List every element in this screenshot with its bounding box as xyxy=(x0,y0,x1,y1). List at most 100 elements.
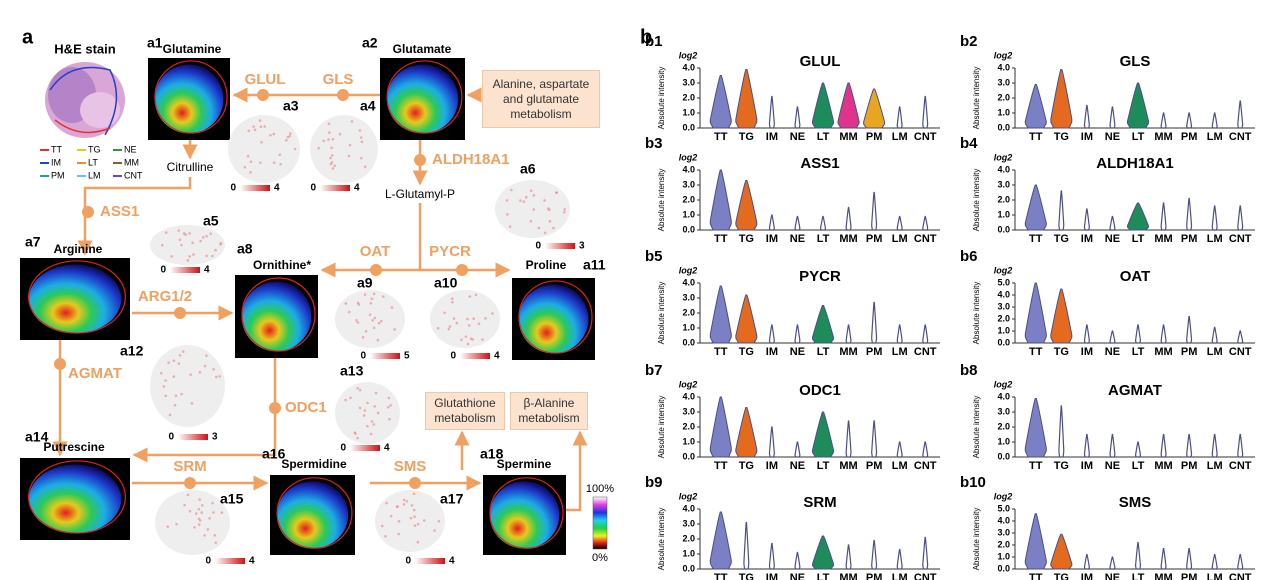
legend-label: CNT xyxy=(124,170,143,180)
expression-dot xyxy=(200,511,204,514)
scale-min: 0 xyxy=(310,183,316,194)
enzyme-node xyxy=(54,358,66,370)
colorbar xyxy=(592,496,608,550)
violin xyxy=(1083,104,1090,129)
map-id: a3 xyxy=(283,98,299,114)
chart-title: ASS1 xyxy=(800,155,839,172)
expression-dot xyxy=(413,524,417,527)
y-tick-label: 0.0 xyxy=(682,563,695,573)
x-tick-label: LT xyxy=(1132,131,1145,143)
expression-dot xyxy=(347,154,351,158)
violin xyxy=(1109,556,1116,570)
expression-dot xyxy=(369,302,373,305)
y-tick-label: 3.0 xyxy=(682,292,695,302)
x-tick-label: MM xyxy=(1154,131,1172,143)
expression-dot xyxy=(376,338,380,342)
expression-dot xyxy=(402,498,406,502)
expression-dot xyxy=(510,188,513,192)
enzyme-node xyxy=(337,89,349,101)
scale-bar xyxy=(460,353,490,359)
y-unit: log2 xyxy=(679,50,698,60)
expression-dot xyxy=(168,413,172,417)
expression-dot xyxy=(543,199,546,202)
violin xyxy=(1126,202,1150,231)
x-tick-label: NE xyxy=(1105,460,1120,472)
y-tick-label: 2.0 xyxy=(997,539,1010,549)
expression-dot xyxy=(363,409,367,412)
intermediate: L-Glutamyl-P xyxy=(385,187,455,201)
expression-dot xyxy=(197,507,201,511)
expression-dot xyxy=(344,302,348,305)
enzyme-node xyxy=(414,154,426,166)
violin xyxy=(1109,433,1116,458)
enzyme-name: GLS xyxy=(323,71,354,88)
x-tick-label: TT xyxy=(1029,572,1043,580)
y-tick-label: 4.0 xyxy=(682,391,695,401)
expression-dot xyxy=(552,226,555,230)
y-tick-label: 0.0 xyxy=(997,122,1010,132)
enzyme-name: SMS xyxy=(394,458,427,475)
scale-bar xyxy=(240,185,270,191)
map-id: a13 xyxy=(340,363,364,379)
x-tick-label: IM xyxy=(1081,346,1093,358)
expression-dot xyxy=(450,297,454,300)
y-tick-label: 0.0 xyxy=(997,563,1010,573)
violin xyxy=(1058,190,1065,231)
metabolite-name: Glutamate xyxy=(393,42,452,56)
expression-dot xyxy=(214,375,218,379)
chart-title: ALDH18A1 xyxy=(1096,155,1174,172)
expression-dot xyxy=(433,529,436,532)
tissue-outline xyxy=(27,460,127,534)
violin xyxy=(794,441,801,458)
x-tick-label: IM xyxy=(1081,460,1093,472)
violin xyxy=(896,441,903,458)
metabolite-name: Spermine xyxy=(497,457,552,471)
image-id: a1 xyxy=(147,35,163,51)
y-unit: log2 xyxy=(679,491,698,501)
x-tick-label: LT xyxy=(1132,572,1145,580)
enzyme-name: ASS1 xyxy=(100,203,139,220)
expression-dot xyxy=(389,404,392,407)
intermediate: Citrulline xyxy=(167,160,214,174)
expression-dot xyxy=(331,137,335,141)
expression-dot xyxy=(269,133,272,137)
violin xyxy=(820,215,826,231)
expression-dot xyxy=(358,129,362,132)
enzyme-name: PYCR xyxy=(429,243,471,260)
expression-dot xyxy=(361,336,365,339)
expression-dot xyxy=(372,292,376,296)
expression-dot xyxy=(178,354,182,357)
expression-dot xyxy=(331,167,335,170)
expression-dot xyxy=(519,199,522,202)
heatmap xyxy=(28,464,122,534)
x-tick-label: TT xyxy=(714,460,728,472)
x-tick-label: CNT xyxy=(1229,346,1252,358)
expression-dot xyxy=(191,241,194,245)
pathway-box: Glutathione metabolism xyxy=(425,392,505,430)
expression-dot xyxy=(466,317,469,321)
x-tick-label: TG xyxy=(1054,572,1069,580)
expression-dot xyxy=(192,253,195,256)
expression-dot xyxy=(362,414,366,417)
violin xyxy=(1135,441,1141,458)
enzyme-name: OAT xyxy=(360,243,391,260)
expression-dot xyxy=(164,379,167,382)
scale-max: 3 xyxy=(579,241,585,252)
violin xyxy=(768,95,775,129)
expression-dot xyxy=(175,522,178,526)
y-tick-label: 4.0 xyxy=(682,164,695,174)
violin xyxy=(1237,205,1244,231)
x-tick-label: NE xyxy=(790,131,805,143)
expression-dot xyxy=(160,371,163,375)
tissue-outline xyxy=(154,60,228,134)
legend-label: MM xyxy=(124,157,139,167)
y-axis-label: Absolute intensity xyxy=(657,169,666,232)
expression-dot xyxy=(188,232,191,235)
expression-dot xyxy=(360,140,364,144)
x-tick-label: LM xyxy=(892,131,908,143)
y-tick-label: 0.0 xyxy=(682,224,695,234)
enzyme-name: ARG1/2 xyxy=(138,288,192,305)
y-tick-label: 1.0 xyxy=(997,551,1010,561)
violin xyxy=(1237,433,1244,458)
x-tick-label: TG xyxy=(739,572,754,580)
